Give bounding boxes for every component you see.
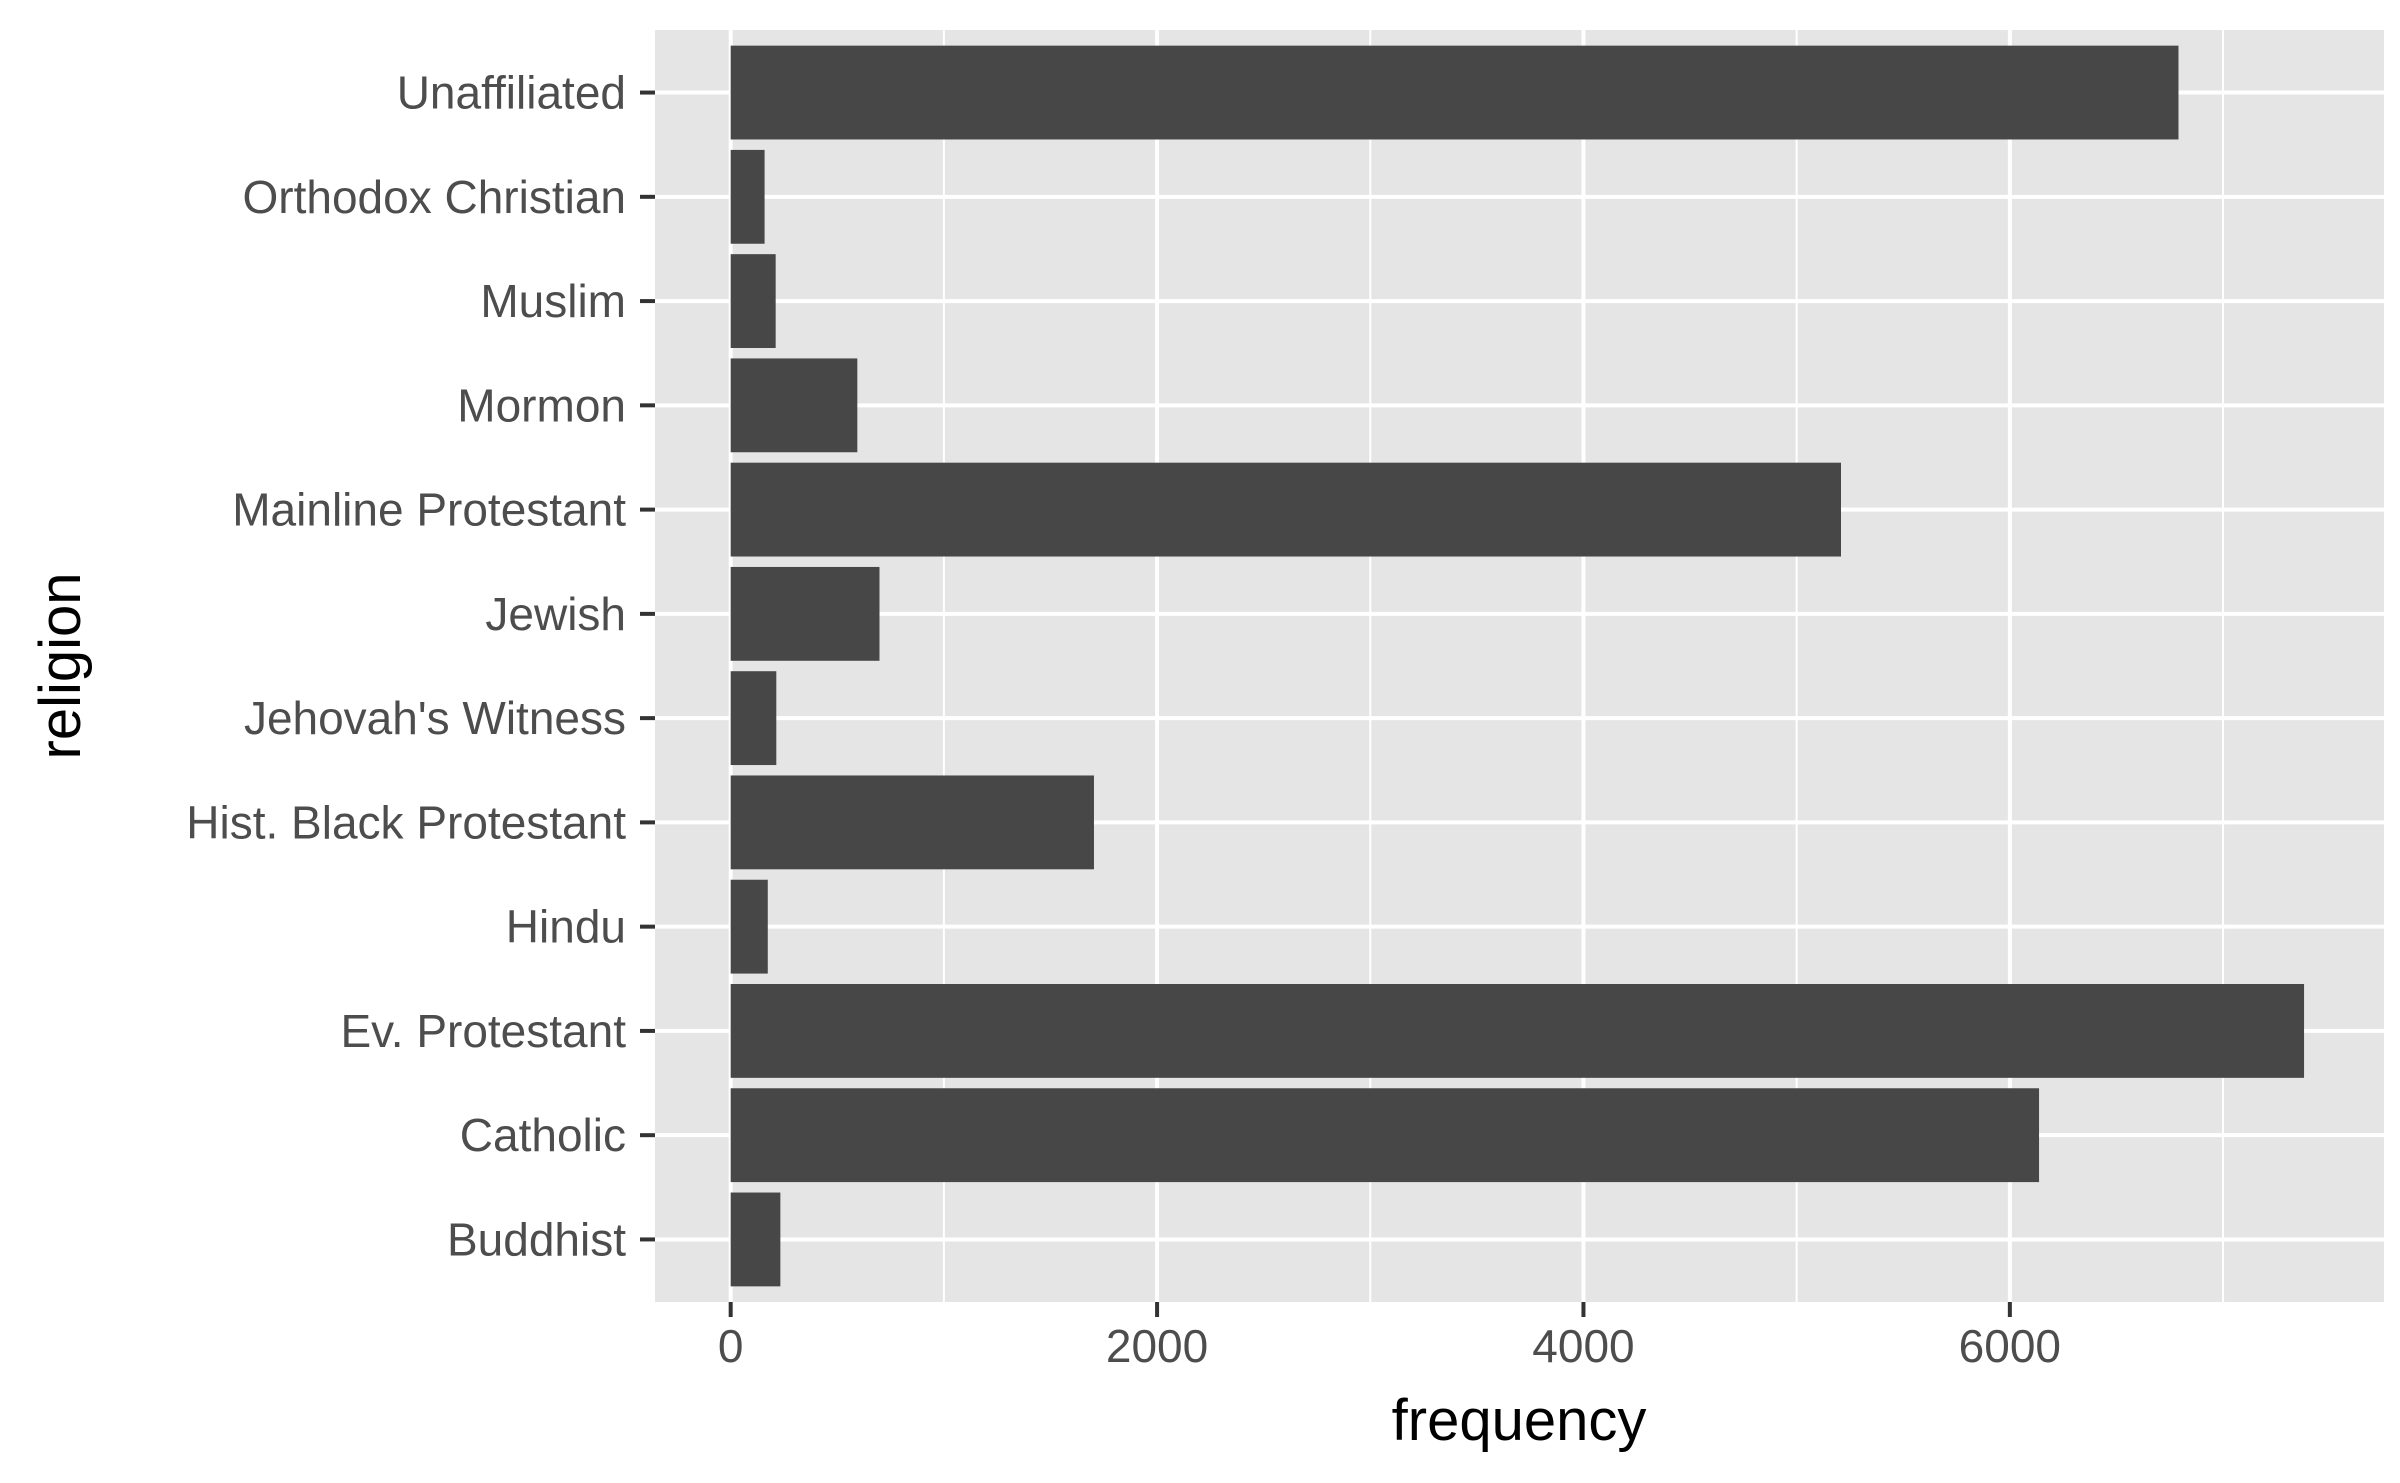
bar-catholic <box>730 1088 2040 1183</box>
y-tick-label: Jewish <box>485 588 626 640</box>
y-tick-label: Catholic <box>460 1109 626 1161</box>
x-axis-ticks: 0 2000 4000 6000 <box>718 1302 2061 1372</box>
x-tick-label: 0 <box>718 1320 744 1372</box>
bar-buddhist <box>730 1192 781 1287</box>
bars <box>730 45 2305 1287</box>
y-tick-label: Unaffiliated <box>397 67 626 119</box>
bar-orthodox-christian <box>730 149 765 244</box>
x-tick-label: 4000 <box>1532 1320 1634 1372</box>
bar-mainline-protestant <box>730 462 1841 557</box>
y-tick-label: Jehovah's Witness <box>244 692 626 744</box>
bar-unaffiliated <box>730 45 2179 140</box>
y-tick-label: Hindu <box>506 901 626 953</box>
bar-mormon <box>730 358 858 453</box>
x-tick-label: 6000 <box>1959 1320 2061 1372</box>
y-tick-label: Mainline Protestant <box>232 484 626 536</box>
y-tick-label: Hist. Black Protestant <box>186 796 626 848</box>
y-tick-label: Mormon <box>457 379 626 431</box>
x-tick-label: 2000 <box>1106 1320 1208 1372</box>
bar-hist-black-protestant <box>730 775 1094 870</box>
bar-muslim <box>730 254 776 348</box>
bar-jehovah-s-witness <box>730 671 777 766</box>
x-axis-title: frequency <box>1392 1388 1647 1453</box>
y-tick-label: Buddhist <box>447 1213 626 1265</box>
y-axis-ticks: Buddhist Catholic Ev. Protestant Hindu Hist.… <box>186 67 655 1265</box>
y-axis-title: religion <box>28 573 93 760</box>
bar-hindu <box>730 879 768 974</box>
bar-ev-protestant <box>730 984 2305 1078</box>
bar-jewish <box>730 566 880 661</box>
y-tick-label: Muslim <box>480 275 626 327</box>
y-tick-label: Ev. Protestant <box>340 1005 626 1057</box>
y-tick-label: Orthodox Christian <box>243 171 627 223</box>
